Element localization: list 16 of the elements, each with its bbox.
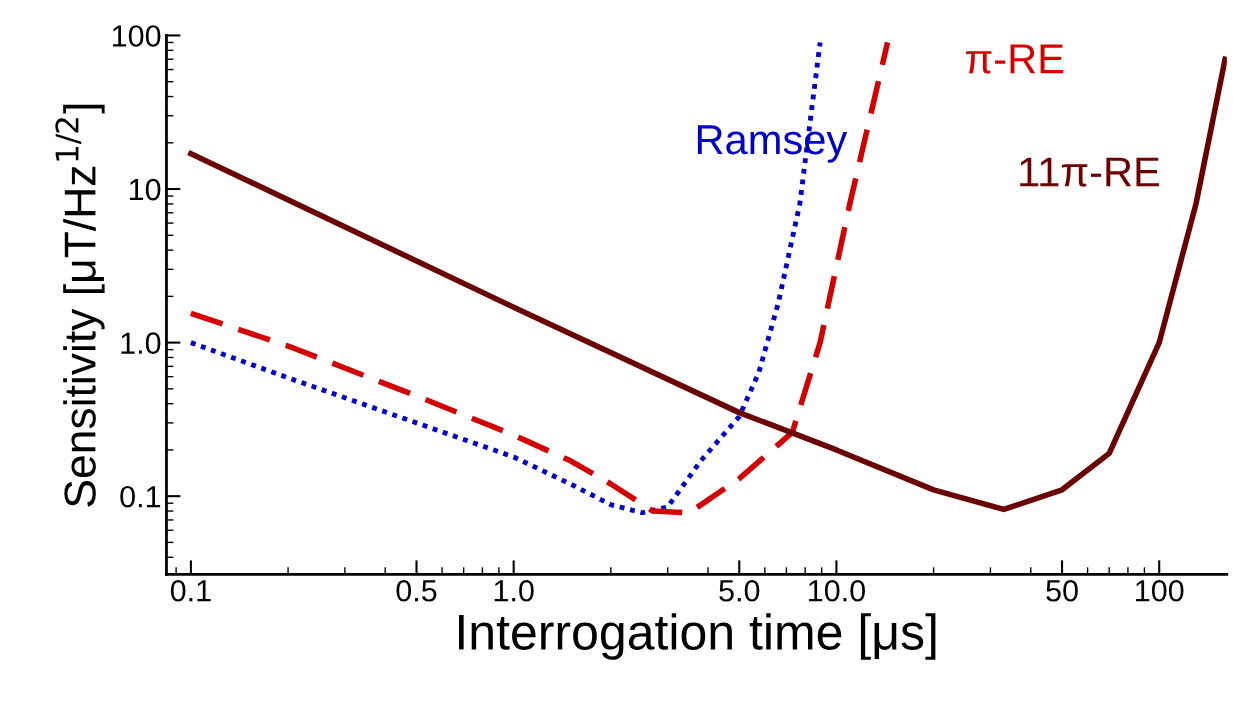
x-tick-label: 10.0 — [809, 579, 865, 602]
y-tick-label: 100 — [112, 25, 161, 47]
y-tick-label: 10 — [129, 178, 161, 201]
x-tick-label: 100 — [1136, 579, 1184, 602]
x-tick-label: 0.5 — [396, 579, 437, 602]
x-tick-label: 50 — [1046, 579, 1078, 602]
x-tick-label: 5.0 — [719, 579, 760, 602]
x-axis-title: Interrogation time [μs] — [458, 613, 936, 660]
y-axis-title: Sensitivity [μT/Hz$^{1/2}$] — [55, 104, 105, 507]
y-tick-label: 1.0 — [121, 332, 161, 354]
x-tick-label: 0.1 — [170, 579, 211, 602]
y-tick-label: 0.1 — [120, 485, 161, 508]
x-tick-label: 1.0 — [494, 579, 534, 602]
series-label: Ramsey — [697, 125, 848, 163]
series-label: 11π-RE — [1020, 157, 1160, 187]
series-label: π-RE — [966, 44, 1064, 74]
